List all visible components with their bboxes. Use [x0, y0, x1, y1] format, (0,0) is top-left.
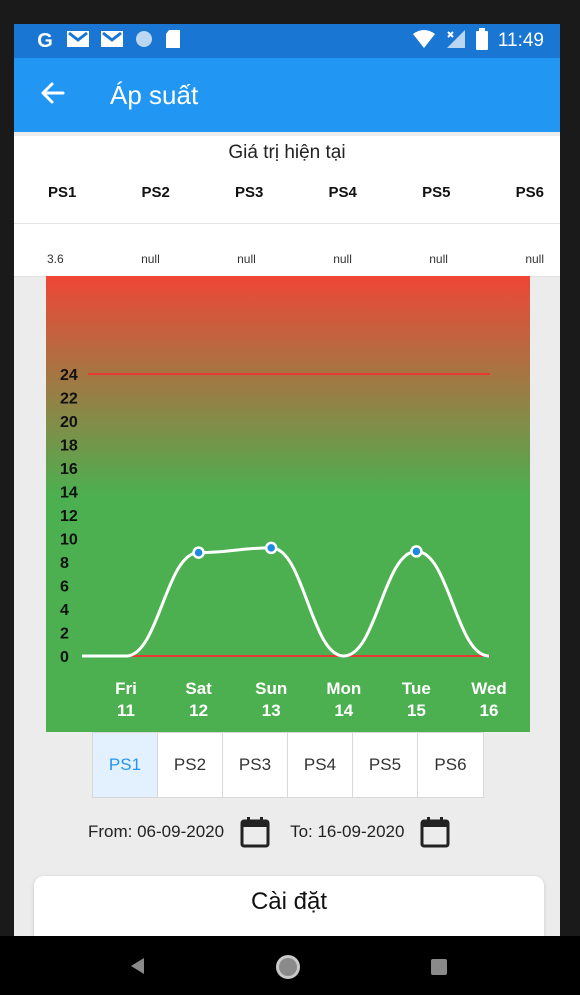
to-date[interactable]: To: 16-09-2020: [290, 822, 405, 841]
tab-ps5[interactable]: PS5: [353, 733, 418, 797]
data-point[interactable]: [410, 545, 423, 558]
sensor-header: PS5: [422, 184, 451, 201]
sensor-header: PS3: [235, 184, 264, 201]
app-screen: G 11:49: [14, 24, 560, 936]
gmail-icon: [66, 29, 90, 54]
date-range: From: 06-09-2020 To: 16-09-2020: [88, 814, 470, 850]
sensor-header: PS4: [328, 184, 357, 201]
calendar-icon[interactable]: [420, 816, 450, 848]
tab-ps6[interactable]: PS6: [434, 755, 467, 774]
from-date[interactable]: From: 06-09-2020: [88, 822, 225, 841]
x-tick-label: 13: [262, 701, 281, 720]
back-arrow-icon[interactable]: [36, 76, 70, 110]
x-tick-label: Mon: [326, 679, 361, 698]
sensor-header: PS6: [515, 184, 544, 201]
calendar-icon[interactable]: [240, 816, 270, 848]
x-tick-label: Sun: [255, 679, 287, 698]
chart-background: [46, 276, 530, 732]
current-values-card: Giá trị hiện tại PS1 PS2 PS3 PS4 PS5 PS6…: [14, 136, 560, 277]
y-tick-label: 22: [60, 391, 78, 408]
nav-recents-icon[interactable]: [431, 959, 447, 975]
y-tick-label: 24: [60, 367, 78, 384]
x-tick-label: Sat: [185, 679, 212, 698]
status-bar: G 11:49: [14, 24, 560, 58]
x-tick-label: 14: [334, 701, 353, 720]
sensor-value: null: [237, 252, 256, 266]
divider: [14, 223, 560, 224]
x-tick-label: Tue: [402, 679, 431, 698]
y-tick-label: 20: [60, 414, 78, 431]
gmail-icon: [100, 29, 124, 54]
x-tick-label: 12: [189, 701, 208, 720]
current-values-title: Giá trị hiện tại: [228, 142, 346, 163]
google-icon: G: [37, 29, 53, 52]
tab-ps3[interactable]: PS3: [223, 733, 288, 797]
sensor-header-row: PS1 PS2 PS3 PS4 PS5 PS6: [14, 184, 560, 222]
y-tick-label: 4: [60, 602, 69, 619]
wifi-icon: [412, 29, 436, 54]
page-title: Áp suất: [110, 80, 199, 110]
y-tick-label: 6: [60, 579, 69, 596]
nav-back-icon[interactable]: [128, 956, 148, 976]
tab-ps2[interactable]: PS2: [158, 733, 223, 797]
settings-label: Cài đặt: [250, 888, 328, 915]
x-tick-label: 15: [407, 701, 426, 720]
y-tick-label: 0: [60, 649, 69, 666]
sensor-tabs: PS1 PS2 PS3 PS4 PS5 PS6: [92, 732, 484, 798]
x-tick-label: Fri: [115, 679, 137, 698]
sensor-header: PS2: [141, 184, 170, 201]
settings-card[interactable]: Cài đặt: [34, 876, 544, 936]
sensor-value: null: [525, 252, 544, 266]
x-tick-label: Wed: [471, 679, 507, 698]
y-tick-label: 8: [60, 555, 69, 572]
x-tick-label: 16: [480, 701, 499, 720]
circle-icon: [134, 29, 154, 54]
data-point[interactable]: [264, 541, 278, 555]
y-tick-label: 18: [60, 438, 78, 455]
y-tick-label: 16: [60, 461, 78, 478]
y-tick-label: 2: [60, 626, 69, 643]
sensor-value: null: [429, 252, 448, 266]
signal-icon: [446, 29, 466, 54]
sensor-value: null: [333, 252, 352, 266]
sensor-value: null: [141, 252, 160, 266]
series-line: [82, 546, 490, 658]
tab-ps1[interactable]: PS1: [93, 733, 158, 797]
x-tick-label: 11: [117, 701, 135, 720]
battery-icon: [475, 27, 488, 55]
sensor-header: PS1: [48, 184, 77, 201]
sensor-value: 3.6: [47, 252, 64, 266]
sensor-value-row: 3.6 null null null null null: [14, 252, 560, 266]
system-nav-bar: [0, 936, 580, 995]
y-tick-label: 14: [60, 485, 78, 502]
data-point[interactable]: [192, 546, 205, 559]
sd-card-icon: [164, 29, 182, 54]
app-bar: Áp suất: [14, 58, 560, 132]
clock: 11:49: [497, 30, 544, 51]
y-tick-label: 12: [60, 508, 78, 525]
tab-ps4[interactable]: PS4: [288, 733, 353, 797]
y-tick-label: 10: [60, 532, 78, 549]
nav-home-icon[interactable]: [276, 955, 300, 979]
